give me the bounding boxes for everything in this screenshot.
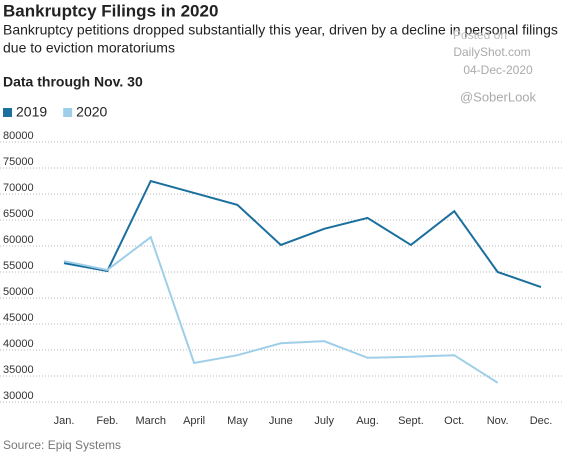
y-tick-label: 75000 bbox=[3, 156, 34, 168]
x-tick-label: June bbox=[269, 415, 293, 427]
x-tick-label: April bbox=[183, 415, 205, 427]
y-tick-label: 40000 bbox=[3, 338, 34, 350]
y-tick-label: 70000 bbox=[3, 182, 34, 194]
x-tick-label: March bbox=[135, 415, 166, 427]
watermark: @SoberLook bbox=[460, 89, 537, 104]
x-tick-label: Jan. bbox=[54, 415, 75, 427]
watermark: 04-Dec-2020 bbox=[463, 63, 533, 77]
x-tick-label: Aug. bbox=[356, 415, 379, 427]
y-tick-label: 45000 bbox=[3, 312, 34, 324]
chart-title: Bankruptcy Filings in 2020 bbox=[3, 1, 218, 20]
source: Source: Epiq Systems bbox=[3, 438, 121, 452]
y-tick-label: 80000 bbox=[3, 130, 34, 142]
subtitle: due to eviction moratoriums bbox=[3, 40, 175, 56]
legend-label: 2019 bbox=[16, 104, 47, 120]
x-tick-label: May bbox=[227, 415, 248, 427]
x-tick-label: Sept. bbox=[398, 415, 424, 427]
watermark: Posted on bbox=[453, 28, 507, 42]
line-series bbox=[63, 179, 542, 289]
x-tick-label: Oct. bbox=[444, 415, 464, 427]
legend-label: 2020 bbox=[76, 104, 107, 120]
y-tick-label: 60000 bbox=[3, 234, 34, 246]
watermark: DailyShot.com bbox=[453, 45, 530, 59]
x-tick-label: Dec. bbox=[530, 415, 553, 427]
note: Data through Nov. 30 bbox=[3, 74, 143, 90]
y-tick-label: 65000 bbox=[3, 208, 34, 220]
line-series bbox=[63, 235, 499, 384]
x-tick-label: Nov. bbox=[487, 415, 509, 427]
x-tick-label: Feb. bbox=[96, 415, 118, 427]
legend-swatch bbox=[63, 108, 73, 117]
y-tick-label: 30000 bbox=[3, 390, 34, 402]
legend-swatch bbox=[3, 108, 12, 117]
x-tick-label: July bbox=[314, 415, 334, 427]
y-tick-label: 55000 bbox=[3, 260, 34, 272]
y-tick-label: 50000 bbox=[3, 286, 34, 298]
y-tick-label: 35000 bbox=[3, 364, 34, 376]
subtitle: Bankruptcy petitions dropped substantial… bbox=[3, 22, 558, 38]
